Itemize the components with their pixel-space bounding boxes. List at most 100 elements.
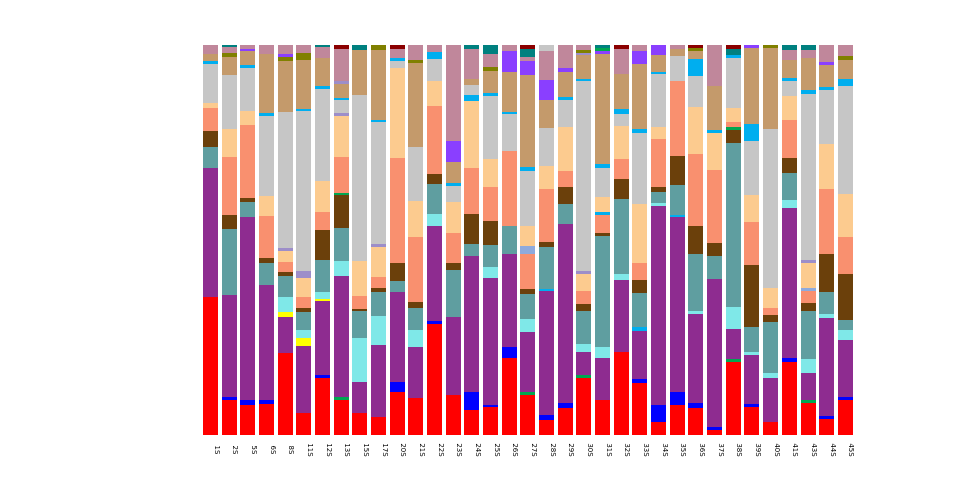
segment-salmon	[445, 233, 461, 264]
segment-mauve	[389, 48, 405, 59]
segment-purple	[613, 280, 629, 352]
segment-lavender	[333, 113, 349, 117]
segment-green	[333, 193, 349, 196]
segment-skyblue	[576, 79, 592, 82]
bar-40S	[763, 45, 779, 435]
segment-skyblue	[744, 124, 760, 142]
segment-skyblue	[632, 128, 648, 133]
segment-darkteal	[221, 45, 237, 48]
segment-peach	[576, 273, 592, 291]
segment-purple	[352, 381, 368, 413]
bar-1S	[203, 45, 218, 435]
segment-mauve	[483, 54, 499, 68]
segment-cyan	[333, 261, 349, 277]
segment-cyan	[483, 266, 499, 278]
segment-olive	[837, 56, 853, 60]
segment-brown	[707, 243, 723, 257]
segment-salmon	[725, 121, 741, 128]
segment-teal	[315, 259, 331, 292]
segment-salmon	[837, 237, 853, 275]
segment-yellow	[296, 337, 312, 347]
x-tick-label: 20S	[399, 443, 408, 457]
segment-blue	[707, 426, 723, 430]
segment-cyan	[819, 314, 835, 319]
segment-red	[651, 421, 667, 435]
x-tick-35S: 35S	[670, 439, 687, 479]
segment-silver	[613, 114, 629, 126]
segment-silver	[837, 86, 853, 195]
segment-red	[389, 392, 405, 435]
segment-yellow	[277, 311, 293, 317]
segment-salmon	[483, 187, 499, 222]
segment-darkred	[688, 45, 704, 49]
segment-teal	[539, 247, 555, 290]
bar-41S	[781, 45, 797, 435]
segment-red	[557, 407, 573, 435]
segment-tan	[352, 50, 368, 96]
segment-blue	[221, 396, 237, 400]
segment-steelblue	[520, 245, 536, 254]
segment-brown	[539, 242, 555, 248]
segment-cyan	[296, 329, 312, 338]
segment-peach	[277, 251, 293, 263]
segment-teal	[520, 293, 536, 319]
segment-skyblue	[819, 87, 835, 90]
bar-13S	[333, 45, 349, 435]
segment-brown	[427, 173, 443, 184]
segment-silver	[240, 68, 256, 112]
x-tick-24S: 24S	[464, 439, 482, 479]
segment-lavender	[277, 248, 293, 252]
segment-salmon	[277, 262, 293, 273]
segment-skyblue	[651, 71, 667, 74]
segment-peach	[632, 204, 648, 263]
segment-blue	[819, 416, 835, 420]
segment-skyblue	[240, 64, 256, 69]
x-tick-40S: 40S	[763, 439, 781, 479]
segment-brown	[445, 263, 461, 271]
bar-31S	[595, 45, 611, 435]
segment-tan	[576, 54, 592, 80]
x-tick-8S: 8S	[278, 439, 295, 479]
segment-skyblue	[520, 167, 536, 172]
segment-violet	[539, 79, 555, 101]
segment-red	[408, 397, 424, 435]
x-tick-32S: 32S	[614, 439, 631, 479]
bar-8S	[277, 45, 293, 435]
segment-tan	[651, 55, 667, 72]
segment-teal	[781, 172, 797, 201]
x-tick-label: 5S	[249, 445, 258, 455]
segment-red	[819, 419, 835, 435]
segment-skyblue	[483, 93, 499, 96]
segment-blue	[744, 403, 760, 407]
segment-teal	[203, 146, 218, 168]
segment-brown	[632, 279, 648, 294]
segment-silver	[259, 115, 275, 196]
segment-tan	[315, 58, 331, 86]
segment-teal	[819, 292, 835, 315]
segment-cyan	[352, 337, 368, 382]
x-tick-label: 39S	[753, 443, 762, 457]
segment-purple	[725, 329, 741, 360]
segment-salmon	[595, 215, 611, 234]
segment-silver	[539, 128, 555, 167]
segment-tan	[763, 48, 779, 129]
segment-teal	[707, 256, 723, 279]
segment-mauve	[408, 45, 424, 60]
segment-purple	[240, 217, 256, 401]
segment-silver	[688, 76, 704, 108]
segment-lavender	[296, 270, 312, 278]
segment-peach	[819, 144, 835, 190]
segment-tan	[203, 53, 218, 61]
x-tick-label: 41S	[791, 443, 800, 457]
x-tick-label: 36S	[697, 443, 706, 457]
segment-peach	[464, 101, 480, 168]
segment-purple	[557, 224, 573, 403]
segment-purple	[520, 332, 536, 392]
segment-peach	[725, 108, 741, 122]
segment-purple	[408, 347, 424, 398]
segment-blue	[781, 357, 797, 362]
bar-36S	[688, 45, 704, 435]
x-tick-26S: 26S	[502, 439, 519, 479]
x-tick-45S: 45S	[838, 439, 855, 479]
segment-skyblue	[539, 289, 555, 292]
